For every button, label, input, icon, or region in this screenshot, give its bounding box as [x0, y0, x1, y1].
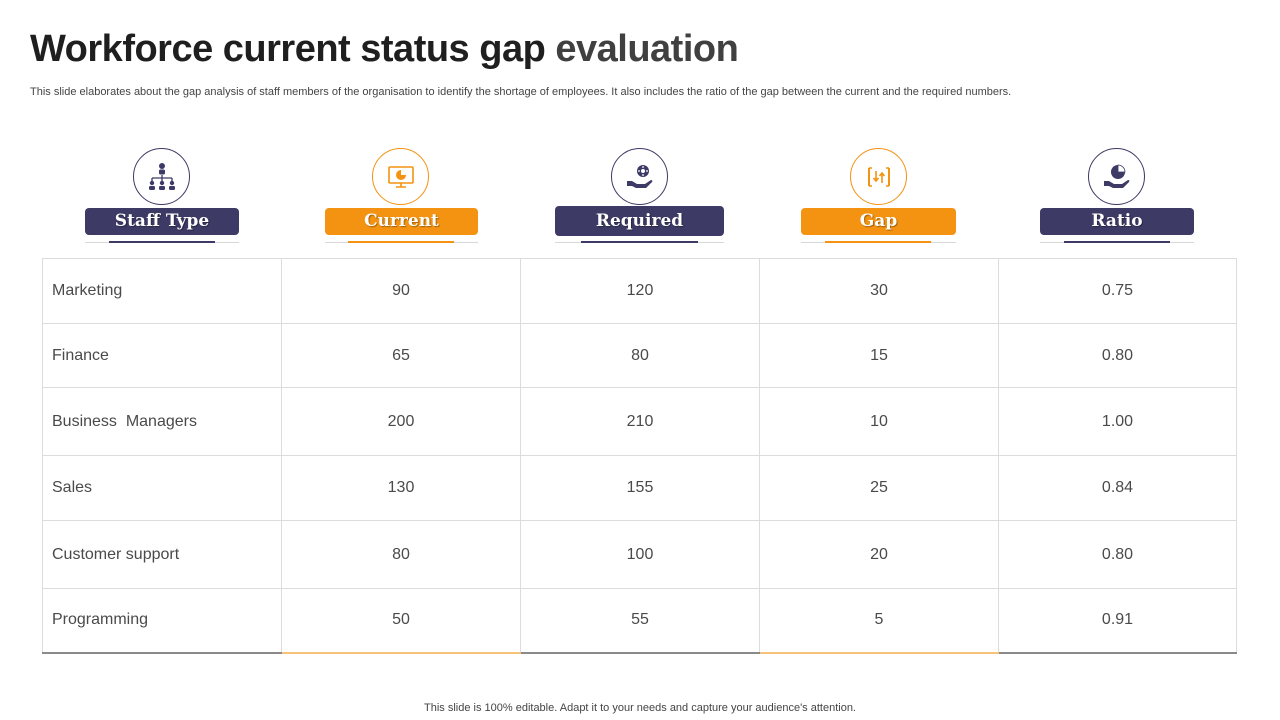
table-row: Marketing 90 120 30 0.75	[42, 258, 1237, 324]
current-cell: 130	[281, 455, 521, 521]
table-row: Finance 65 80 15 0.80	[42, 323, 1237, 388]
current-cell: 200	[281, 387, 521, 456]
ratio-cell: 0.80	[998, 520, 1237, 589]
required-cell: 100	[520, 520, 760, 589]
header-gap: Gap	[801, 208, 956, 235]
table-row: Sales 130 155 25 0.84	[42, 455, 1237, 521]
ratio-cell: 0.80	[998, 323, 1237, 388]
gap-cell: 5	[759, 588, 999, 654]
org-chart-icon	[133, 148, 190, 205]
header-current: Current	[325, 208, 478, 235]
title-main: Workforce current status gap	[30, 28, 546, 70]
staff-type-cell: Programming	[42, 588, 282, 654]
header-accent-line	[109, 241, 215, 243]
staff-type-cell: Business Managers	[42, 387, 282, 456]
table-row: Customer support 80 100 20 0.80	[42, 520, 1237, 589]
ratio-cell: 0.84	[998, 455, 1237, 521]
header-accent-line	[1064, 241, 1170, 243]
gap-cell: 25	[759, 455, 999, 521]
ratio-cell: 0.75	[998, 258, 1237, 324]
staff-type-cell: Finance	[42, 323, 282, 388]
header-accent-line	[581, 241, 698, 243]
current-cell: 50	[281, 588, 521, 654]
required-cell: 155	[520, 455, 760, 521]
gap-cell: 15	[759, 323, 999, 388]
required-cell: 80	[520, 323, 760, 388]
hand-pie-chart-icon	[1088, 148, 1145, 205]
gap-cell: 20	[759, 520, 999, 589]
page-title: Workforce current status gap evaluation	[30, 28, 739, 71]
current-cell: 80	[281, 520, 521, 589]
gap-evaluation-table: Marketing 90 120 30 0.75 Finance 65 80 1…	[42, 258, 1237, 654]
ratio-cell: 1.00	[998, 387, 1237, 456]
required-cell: 210	[520, 387, 760, 456]
header-accent-line	[348, 241, 454, 243]
table-row: Business Managers 200 210 10 1.00	[42, 387, 1237, 456]
title-accent: evaluation	[555, 28, 739, 70]
header-ratio: Ratio	[1040, 208, 1194, 235]
ratio-cell: 0.91	[998, 588, 1237, 654]
required-cell: 55	[520, 588, 760, 654]
current-cell: 90	[281, 258, 521, 324]
page-subtitle: This slide elaborates about the gap anal…	[30, 86, 1012, 98]
compress-arrows-icon	[850, 148, 907, 205]
table-row: Programming 50 55 5 0.91	[42, 588, 1237, 654]
current-cell: 65	[281, 323, 521, 388]
footer-note: This slide is 100% editable. Adapt it to…	[424, 702, 856, 714]
gap-cell: 10	[759, 387, 999, 456]
header-accent-line	[825, 241, 931, 243]
required-cell: 120	[520, 258, 760, 324]
header-staff-type: Staff Type	[85, 208, 239, 235]
gap-cell: 30	[759, 258, 999, 324]
staff-type-cell: Sales	[42, 455, 282, 521]
header-required: Required	[555, 206, 724, 236]
staff-type-cell: Customer support	[42, 520, 282, 589]
monitor-chart-icon	[372, 148, 429, 205]
hand-gear-icon	[611, 148, 668, 205]
staff-type-cell: Marketing	[42, 258, 282, 324]
